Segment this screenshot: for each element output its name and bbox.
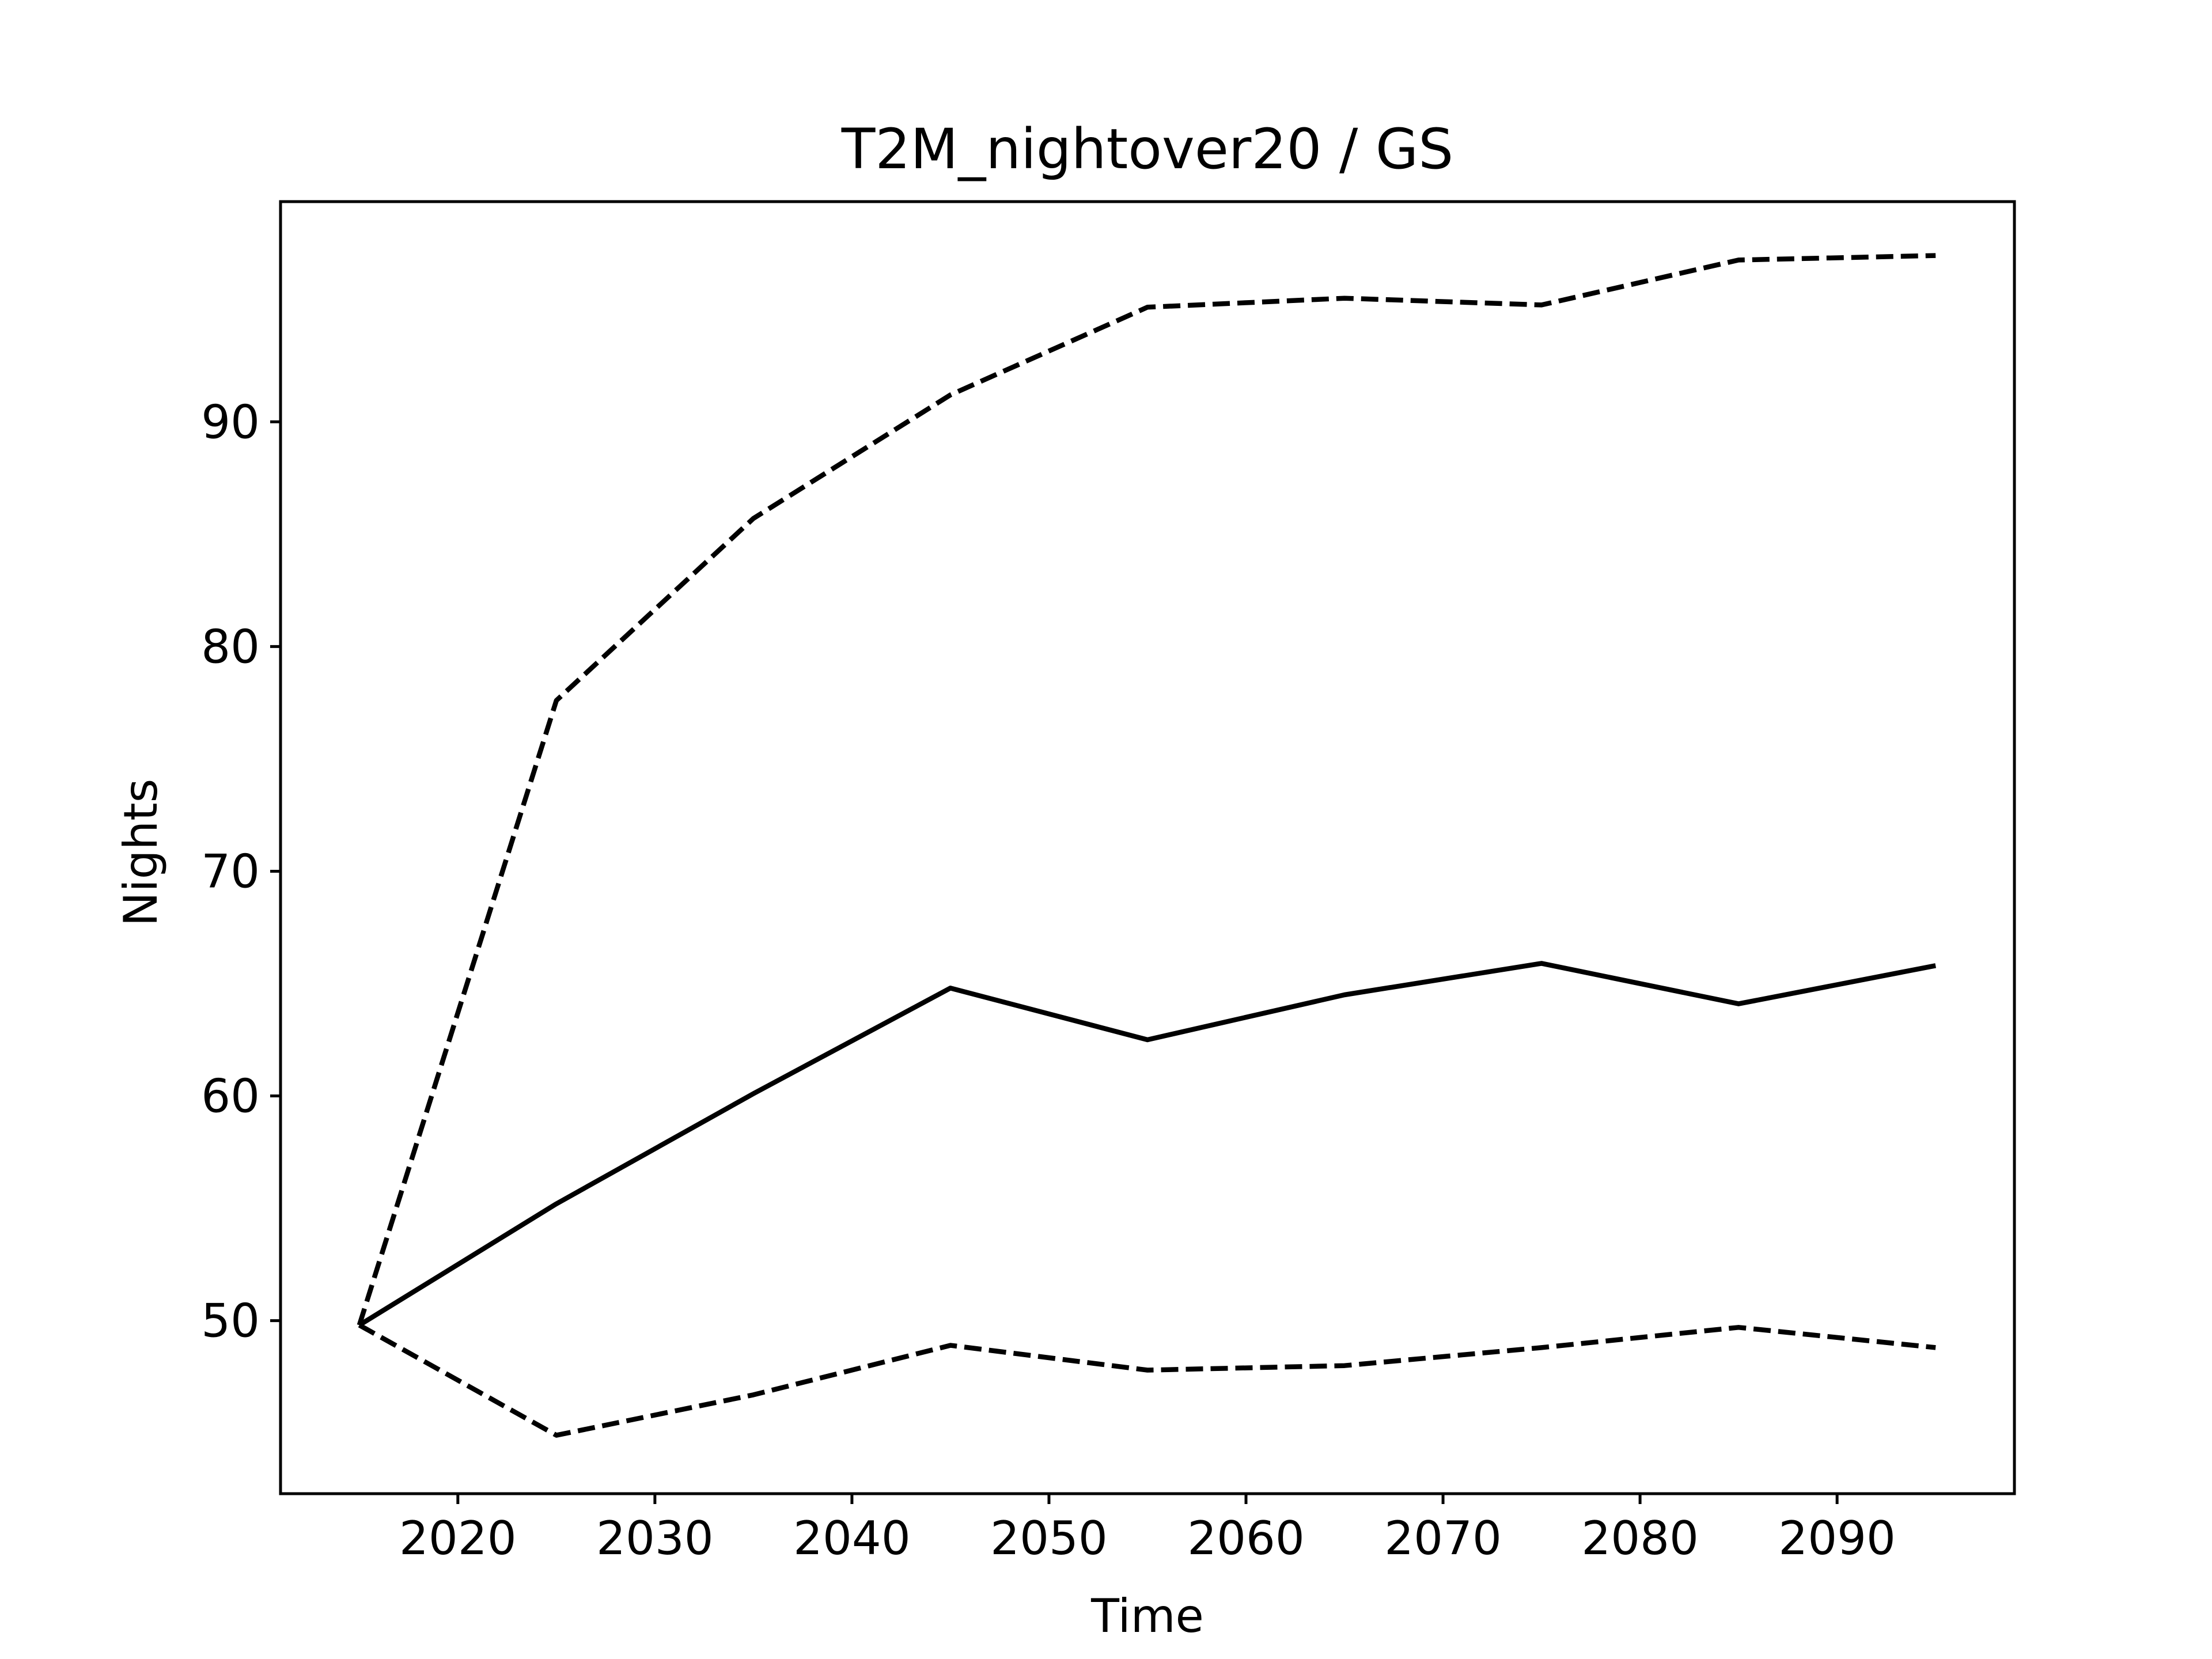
x-tick-label: 2080: [1581, 1512, 1699, 1565]
x-axis-label: Time: [1090, 1589, 1204, 1643]
y-tick-label: 80: [201, 620, 260, 673]
x-tick-label: 2090: [1778, 1512, 1896, 1565]
plot-area: [357, 253, 1937, 1438]
x-tick-label: 2050: [990, 1512, 1108, 1565]
y-tick-label: 90: [201, 395, 260, 449]
y-tick-label: 50: [201, 1294, 260, 1348]
x-tick-label: 2020: [399, 1512, 517, 1565]
x-tick-label: 2040: [793, 1512, 911, 1565]
y-axis-label: Nights: [114, 779, 168, 927]
x-tick-label: 2070: [1384, 1512, 1502, 1565]
y-tick-label: 70: [201, 844, 260, 898]
series-line-2-solid: [358, 961, 1937, 1328]
x-tick-label: 2030: [596, 1512, 714, 1565]
x-tick-label: 2060: [1187, 1512, 1305, 1565]
series-line-3-dashed: [358, 1323, 1936, 1438]
series-line-1-dashed: [357, 253, 1936, 1326]
axes-frame: [279, 200, 2016, 1495]
chart-title: T2M_nightover20 / GS: [841, 117, 1453, 181]
y-tick-label: 60: [201, 1070, 260, 1123]
